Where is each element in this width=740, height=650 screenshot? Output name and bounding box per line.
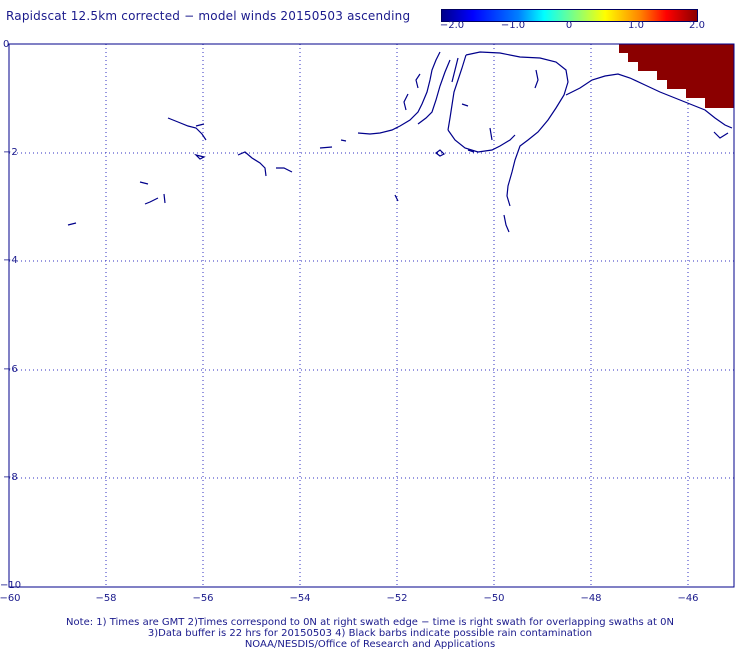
wind-difference-swath	[619, 44, 734, 108]
x-tick-neg50: −50	[483, 593, 505, 604]
note-line-1: Note: 1) Times are GMT 2)Times correspon…	[66, 617, 674, 628]
x-tick-neg54: −54	[289, 593, 311, 604]
colorbar-label-min: −2.0	[439, 20, 465, 31]
note-line-2: 3)Data buffer is 22 hrs for 20150503 4) …	[147, 628, 593, 639]
x-tick-neg46: −46	[677, 593, 699, 604]
colorbar-label-max: 2.0	[689, 20, 705, 31]
y-tick-neg2: −2	[3, 147, 18, 158]
colorbar-label-pos1: 1.0	[628, 20, 644, 31]
x-tick-neg58: −58	[95, 593, 117, 604]
y-tick-0: 0	[3, 39, 10, 50]
colorbar	[441, 9, 698, 22]
y-tick-neg8: −8	[3, 472, 18, 483]
map-frame	[8, 43, 735, 588]
x-tick-neg60: −60	[0, 593, 21, 604]
lat-lon-grid	[9, 44, 734, 587]
colorbar-label-neg1: −1.0	[500, 20, 526, 31]
x-tick-neg52: −52	[386, 593, 408, 604]
colorbar-label-zero: 0	[565, 20, 573, 31]
note-credit: NOAA/NESDIS/Office of Research and Appli…	[244, 639, 496, 650]
coastline	[67, 51, 733, 233]
map-title: Rapidscat 12.5km corrected − model winds…	[6, 9, 411, 23]
x-tick-neg56: −56	[192, 593, 214, 604]
y-tick-neg4: −4	[3, 255, 18, 266]
x-tick-neg48: −48	[580, 593, 602, 604]
y-tick-neg6: −6	[3, 364, 18, 375]
y-tick-neg10: −10	[0, 580, 22, 591]
